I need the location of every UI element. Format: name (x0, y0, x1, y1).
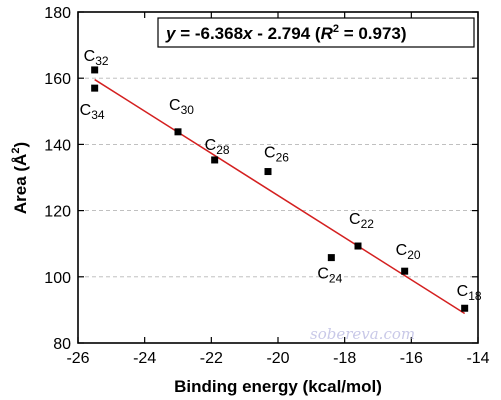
point-label-c20: C20 (396, 242, 421, 262)
eq-y: y (165, 24, 177, 43)
point-label-c28: C28 (205, 137, 230, 157)
y-tick-label: 120 (44, 204, 71, 221)
x-tick-label: -16 (400, 350, 423, 367)
point-label-c32: C32 (84, 48, 109, 68)
y-tick-label: 100 (44, 270, 71, 287)
point-label-c30: C30 (169, 97, 194, 117)
data-point-c26 (264, 168, 272, 176)
eq-r: R (321, 24, 334, 43)
fit-equation: y = -6.368x - 2.794 (R2 = 0.973) (165, 23, 407, 43)
x-tick-label: -24 (133, 350, 156, 367)
y-tick-label: 140 (44, 137, 71, 154)
x-axis-label: Binding energy (kcal/mol) (174, 377, 382, 396)
eq-mid2: - 2.794 ( (253, 24, 321, 43)
watermark: sobereva.com (310, 325, 415, 343)
y-axis-label: Area (Å2) (10, 142, 30, 214)
point-label-c34: C34 (80, 102, 105, 122)
y-tick-label: 160 (44, 71, 71, 88)
fit-line (94, 78, 466, 315)
data-point-c24 (327, 254, 335, 262)
data-point-c34 (91, 84, 99, 92)
eq-tail: = 0.973) (339, 24, 407, 43)
y-axis-label-main: Area (Å (11, 154, 30, 214)
eq-r-sup: 2 (333, 23, 339, 35)
y-tick-label: 80 (53, 336, 71, 353)
x-tick-label: -18 (333, 350, 356, 367)
plot-frame (77, 11, 479, 344)
point-label-c24: C24 (317, 266, 342, 286)
data-point-c18 (461, 304, 469, 312)
point-label-c26: C26 (264, 145, 289, 165)
eq-x: x (242, 24, 254, 43)
fit-equation-box (157, 17, 475, 48)
data-point-c30 (174, 128, 182, 136)
point-label-c22: C22 (349, 211, 374, 231)
x-tick-label: -20 (266, 350, 289, 367)
y-axis-label-sup: 2 (10, 148, 22, 154)
y-axis-label-end: ) (11, 142, 30, 148)
data-point-c32 (91, 66, 99, 74)
x-tick-label: -14 (466, 350, 489, 367)
data-point-c28 (211, 156, 219, 164)
data-point-c20 (401, 267, 409, 275)
x-tick-label: -26 (66, 350, 89, 367)
x-tick-label: -22 (200, 350, 223, 367)
data-point-c22 (354, 242, 362, 250)
y-tick-label: 180 (44, 5, 71, 22)
eq-mid: = -6.368 (175, 24, 243, 43)
